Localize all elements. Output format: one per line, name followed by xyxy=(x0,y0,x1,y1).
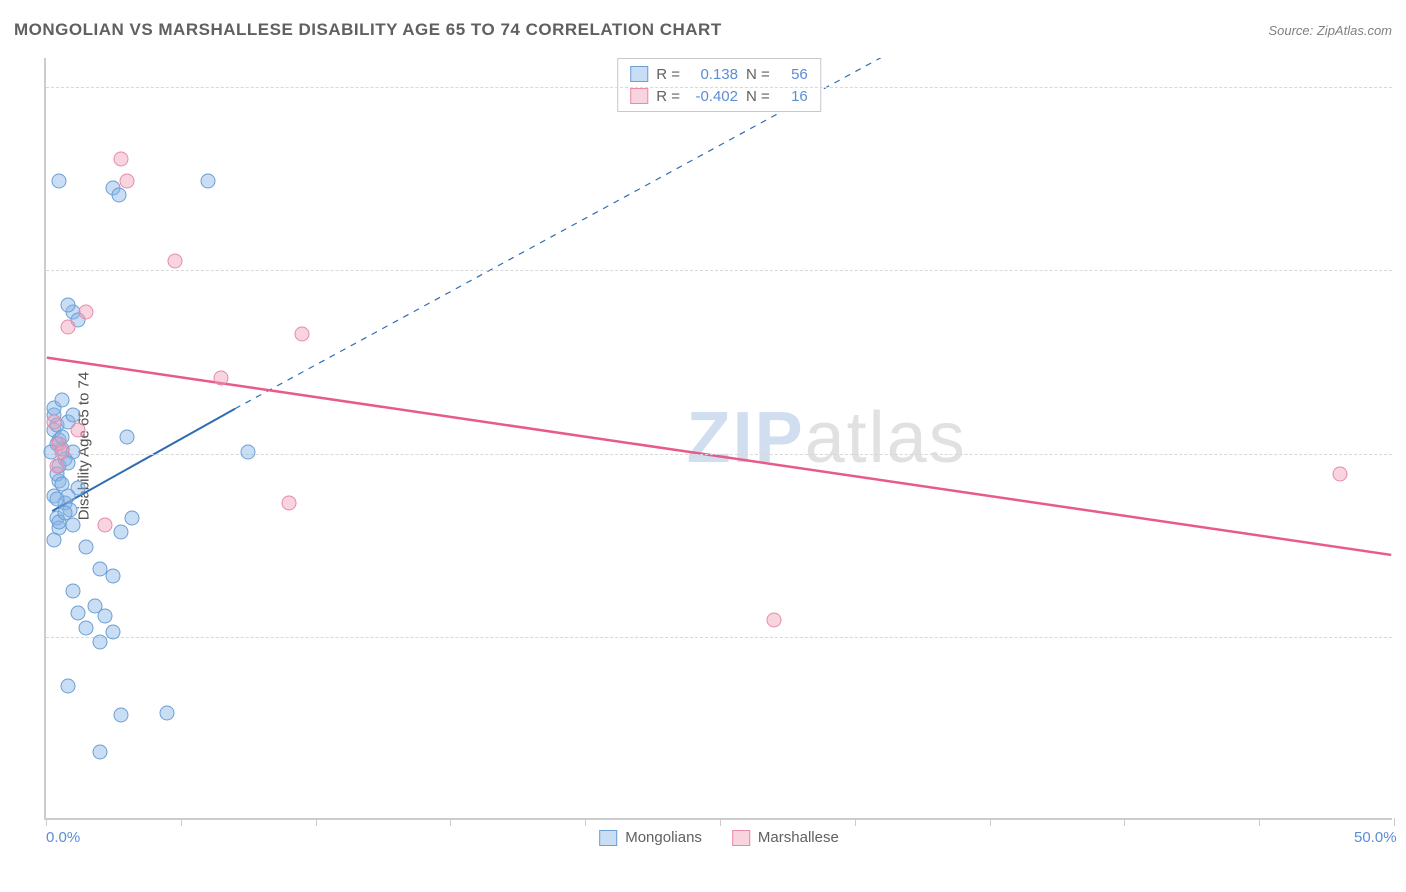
scatter-point xyxy=(200,173,215,188)
scatter-point xyxy=(55,393,70,408)
scatter-point xyxy=(79,539,94,554)
legend-label: Marshallese xyxy=(758,829,839,846)
stat-r-value: -0.402 xyxy=(688,88,738,105)
bottom-legend: Mongolians Marshallese xyxy=(599,829,839,846)
scatter-point xyxy=(60,679,75,694)
scatter-point xyxy=(766,613,781,628)
legend-swatch xyxy=(732,830,750,846)
scatter-point xyxy=(1333,466,1348,481)
scatter-point xyxy=(168,254,183,269)
scatter-point xyxy=(55,444,70,459)
stat-row: R = 0.138 N = 56 xyxy=(630,63,808,85)
scatter-point xyxy=(57,506,72,521)
scatter-point xyxy=(98,608,113,623)
scatter-point xyxy=(281,495,296,510)
scatter-point xyxy=(92,635,107,650)
source-label: Source: ZipAtlas.com xyxy=(1268,23,1392,38)
scatter-point xyxy=(47,532,62,547)
watermark-rest: atlas xyxy=(805,398,967,478)
scatter-point xyxy=(71,605,86,620)
stat-row: R = -0.402 N = 16 xyxy=(630,85,808,107)
scatter-point xyxy=(65,408,80,423)
scatter-point xyxy=(214,371,229,386)
stat-box: R = 0.138 N = 56 R = -0.402 N = 16 xyxy=(617,58,821,112)
gridline-h xyxy=(46,87,1392,88)
stat-n-value: 16 xyxy=(778,88,808,105)
legend-swatch xyxy=(630,88,648,104)
scatter-point xyxy=(49,491,64,506)
legend-swatch xyxy=(630,66,648,82)
scatter-point xyxy=(55,476,70,491)
x-tick xyxy=(1259,818,1260,826)
x-tick-label: 50.0% xyxy=(1354,829,1397,846)
scatter-point xyxy=(52,173,67,188)
scatter-point xyxy=(71,422,86,437)
x-tick xyxy=(450,818,451,826)
y-tick-label: 37.5% xyxy=(1402,262,1406,279)
scatter-point xyxy=(92,745,107,760)
scatter-point xyxy=(60,298,75,313)
scatter-point xyxy=(241,444,256,459)
scatter-point xyxy=(79,620,94,635)
x-tick xyxy=(1394,818,1395,826)
x-tick xyxy=(46,818,47,826)
scatter-point xyxy=(49,459,64,474)
scatter-point xyxy=(160,705,175,720)
scatter-point xyxy=(114,151,129,166)
chart-title: MONGOLIAN VS MARSHALLESE DISABILITY AGE … xyxy=(14,20,722,40)
scatter-point xyxy=(98,517,113,532)
stat-n-value: 56 xyxy=(778,66,808,83)
scatter-point xyxy=(114,525,129,540)
scatter-point xyxy=(111,188,126,203)
x-tick xyxy=(316,818,317,826)
x-tick xyxy=(585,818,586,826)
stat-n-label: N = xyxy=(746,88,770,105)
trend-lines xyxy=(46,58,1392,818)
stat-r-value: 0.138 xyxy=(688,66,738,83)
scatter-point xyxy=(60,320,75,335)
scatter-point xyxy=(114,708,129,723)
x-tick xyxy=(720,818,721,826)
scatter-point xyxy=(106,569,121,584)
watermark: ZIPatlas xyxy=(687,397,967,479)
scatter-point xyxy=(125,510,140,525)
scatter-point xyxy=(79,305,94,320)
watermark-bold: ZIP xyxy=(687,398,805,478)
scatter-point xyxy=(47,415,62,430)
x-tick xyxy=(855,818,856,826)
scatter-point xyxy=(106,624,121,639)
legend-item: Marshallese xyxy=(732,829,839,846)
scatter-point xyxy=(65,583,80,598)
legend-swatch xyxy=(599,830,617,846)
stat-r-label: R = xyxy=(656,88,680,105)
x-tick xyxy=(990,818,991,826)
x-tick xyxy=(1124,818,1125,826)
scatter-point xyxy=(295,327,310,342)
legend-item: Mongolians xyxy=(599,829,702,846)
scatter-point xyxy=(119,430,134,445)
gridline-h xyxy=(46,270,1392,271)
gridline-h xyxy=(46,637,1392,638)
stat-n-label: N = xyxy=(746,66,770,83)
scatter-point xyxy=(119,173,134,188)
legend-label: Mongolians xyxy=(625,829,702,846)
stat-r-label: R = xyxy=(656,66,680,83)
x-tick xyxy=(181,818,182,826)
title-bar: MONGOLIAN VS MARSHALLESE DISABILITY AGE … xyxy=(14,20,1392,40)
y-tick-label: 12.5% xyxy=(1402,628,1406,645)
plot-area: ZIPatlas R = 0.138 N = 56 R = -0.402 N =… xyxy=(44,58,1392,820)
x-tick-label: 0.0% xyxy=(46,829,80,846)
y-tick-label: 25.0% xyxy=(1402,445,1406,462)
y-tick-label: 50.0% xyxy=(1402,79,1406,96)
